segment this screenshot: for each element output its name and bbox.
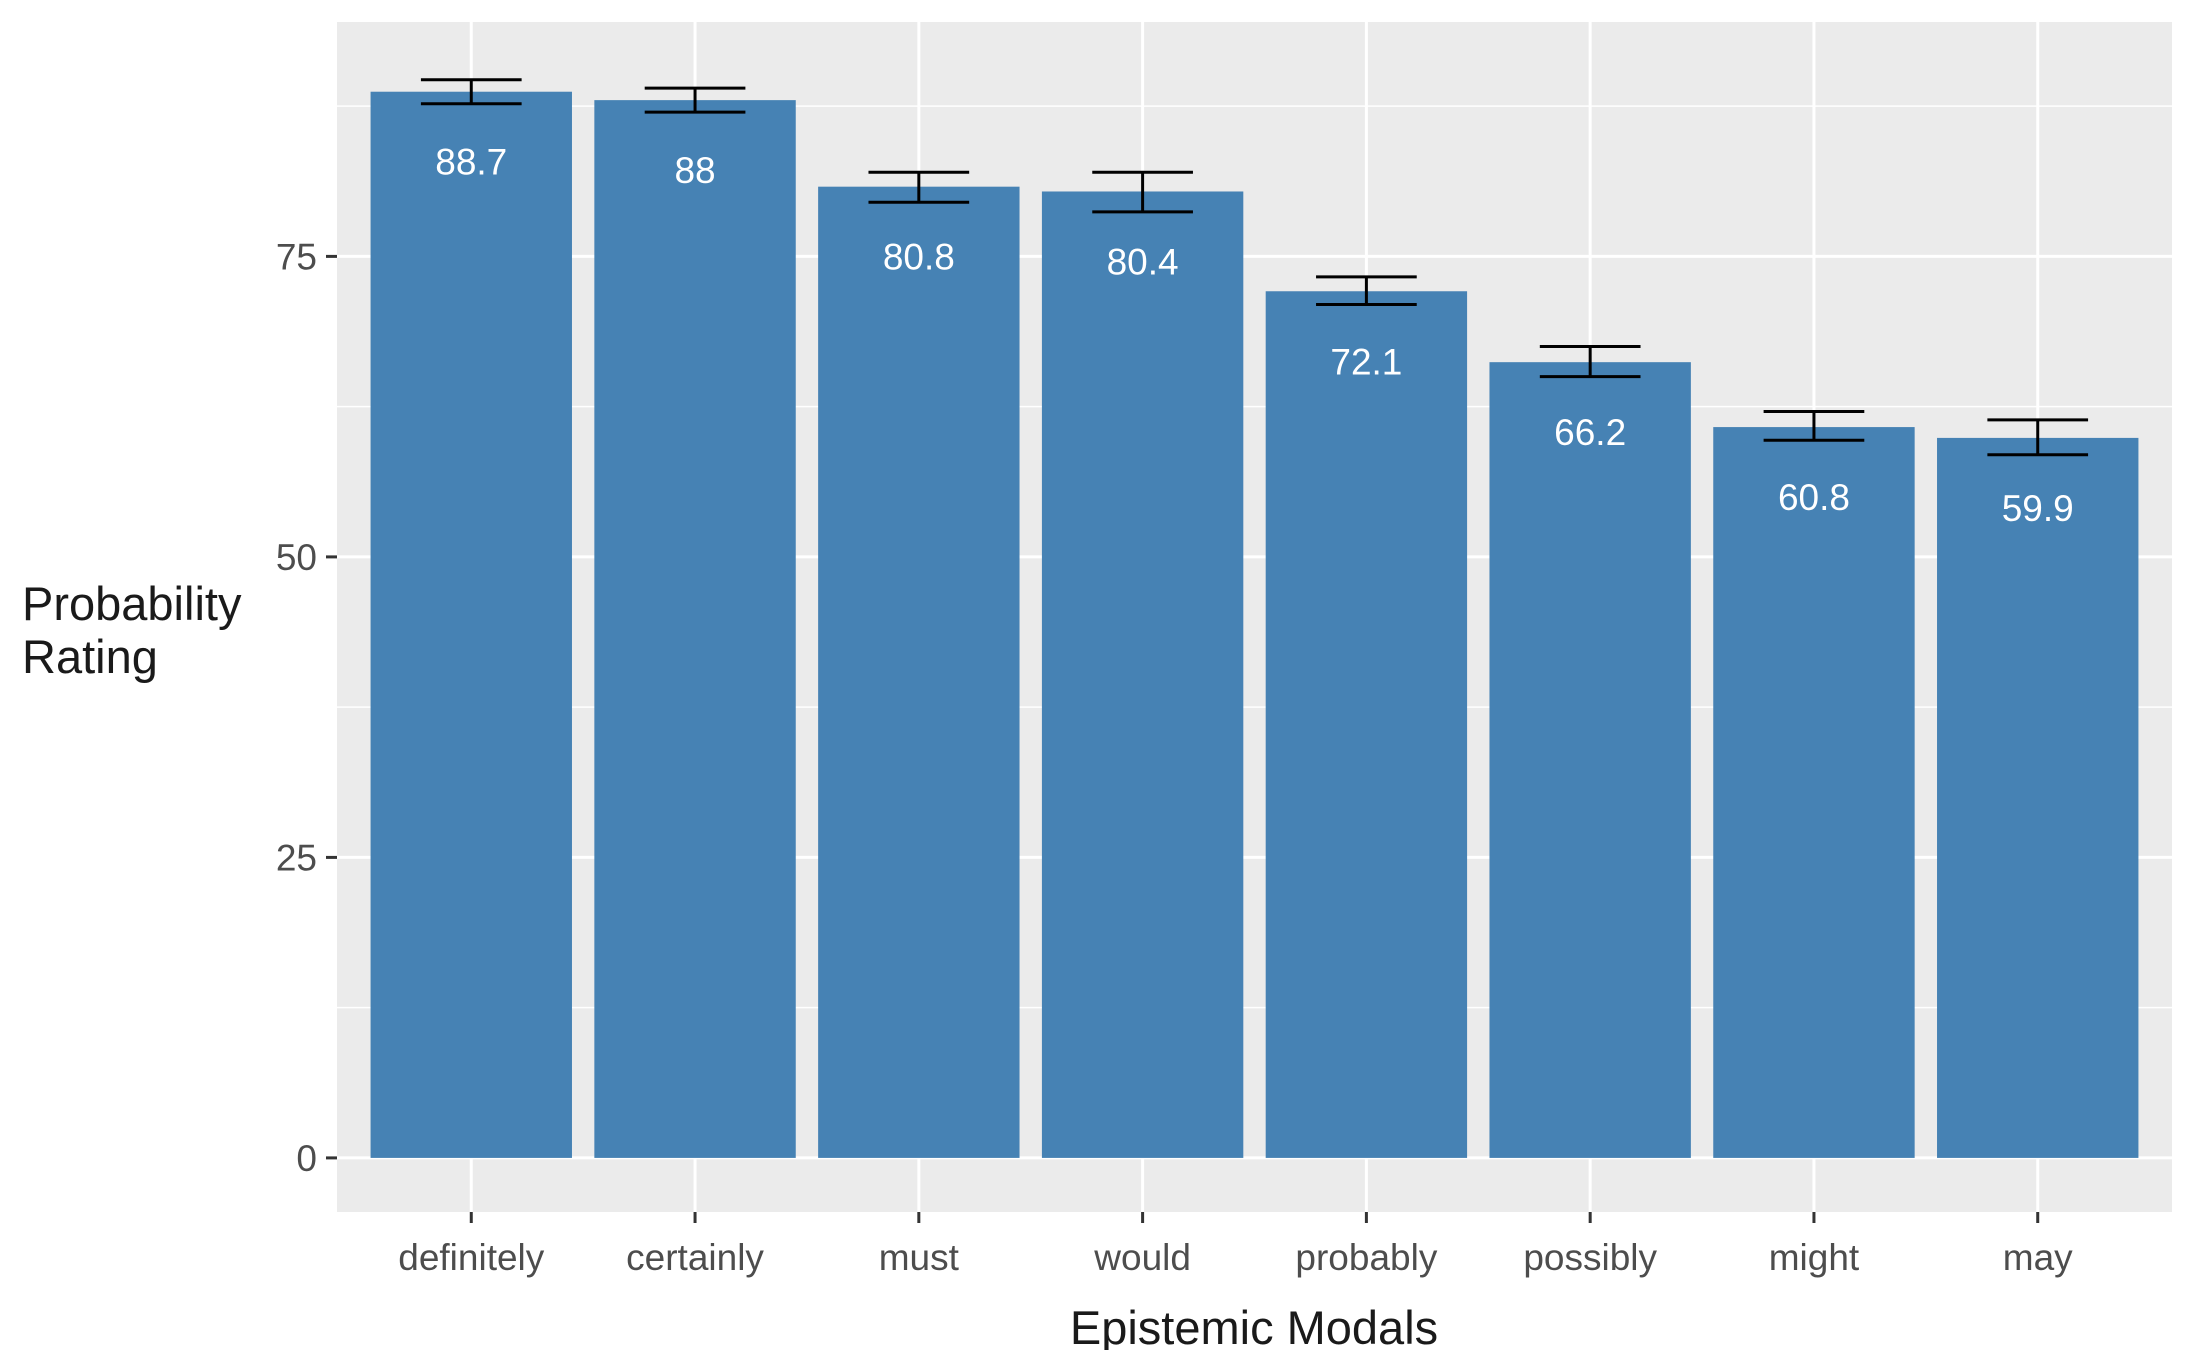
y-tick-label: 25 [276,837,317,878]
x-tick-label-possibly: possibly [1523,1237,1657,1278]
data-label-possibly: 66.2 [1554,412,1626,453]
bar-definitely [370,91,572,1158]
y-axis-title-line-1: Probability [22,577,242,630]
x-tick-label-probably: probably [1295,1237,1437,1278]
y-axis: 0 25 50 75 [276,236,337,1179]
x-tick-label-must: must [879,1237,960,1278]
x-tick-label-would: would [1093,1237,1191,1278]
bar-might [1713,427,1915,1158]
bar-probably [1265,291,1468,1158]
y-axis-title-line-2: Rating [22,630,158,683]
error-bars [420,78,2089,457]
y-tick-label: 50 [276,537,317,578]
bar-may [1937,437,2139,1158]
bar-possibly [1489,362,1691,1158]
y-tick-label: 75 [276,236,317,277]
y-tick-label: 0 [296,1138,317,1179]
bar-would [1041,191,1244,1158]
data-label-must: 80.8 [883,237,955,278]
x-tick-label-certainly: certainly [626,1237,764,1278]
data-label-definitely: 88.7 [435,142,507,183]
data-label-certainly: 88 [674,150,715,191]
x-axis-title: Epistemic Modals [1070,1301,1438,1350]
bar-must [818,186,1020,1158]
data-label-probably: 72.1 [1330,341,1402,382]
y-axis-title: Probability Rating [22,577,255,683]
x-tick-label-may: may [2003,1237,2073,1278]
data-label-may: 59.9 [2002,488,2074,529]
x-axis: definitely certainly must would probably poss… [398,1212,2073,1278]
bars [370,91,2139,1158]
x-tick-label-definitely: definitely [398,1237,545,1278]
data-label-would: 80.4 [1107,241,1179,282]
x-tick-label-might: might [1769,1237,1860,1278]
bar-certainly [594,100,796,1158]
data-label-might: 60.8 [1778,477,1850,518]
data-labels: 88.7 88 80.8 80.4 72.1 66.2 60.8 59.9 [435,142,2073,529]
